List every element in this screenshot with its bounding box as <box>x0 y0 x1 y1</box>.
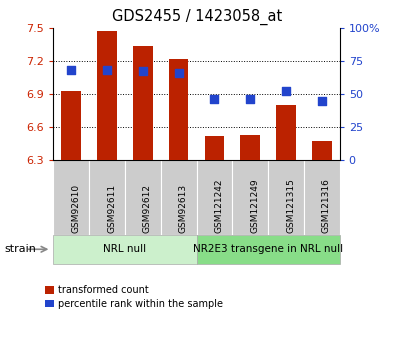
Point <box>104 67 110 73</box>
Bar <box>205 136 224 160</box>
Text: GSM121315: GSM121315 <box>286 178 295 233</box>
Text: GSM121242: GSM121242 <box>214 178 224 233</box>
Text: percentile rank within the sample: percentile rank within the sample <box>58 299 223 308</box>
Text: GSM92611: GSM92611 <box>107 184 116 233</box>
Bar <box>312 140 332 160</box>
Point <box>211 97 218 102</box>
Point <box>283 89 289 94</box>
Bar <box>276 105 296 160</box>
Text: GSM92613: GSM92613 <box>179 184 188 233</box>
Point <box>175 70 182 76</box>
Bar <box>61 91 81 160</box>
Bar <box>97 31 117 160</box>
Text: GSM121316: GSM121316 <box>322 178 331 233</box>
Text: GSM121249: GSM121249 <box>250 178 259 233</box>
Text: GSM92610: GSM92610 <box>71 184 80 233</box>
Text: strain: strain <box>4 244 36 254</box>
Text: NR2E3 transgene in NRL null: NR2E3 transgene in NRL null <box>193 244 343 254</box>
Point <box>247 97 253 102</box>
Point <box>140 69 146 74</box>
Bar <box>133 47 152 160</box>
Text: transformed count: transformed count <box>58 285 149 295</box>
Bar <box>169 59 188 160</box>
Bar <box>241 135 260 160</box>
Text: GDS2455 / 1423058_at: GDS2455 / 1423058_at <box>112 9 283 25</box>
Point <box>319 98 325 104</box>
Point <box>68 67 74 73</box>
Text: NRL null: NRL null <box>103 244 147 254</box>
Text: GSM92612: GSM92612 <box>143 184 152 233</box>
